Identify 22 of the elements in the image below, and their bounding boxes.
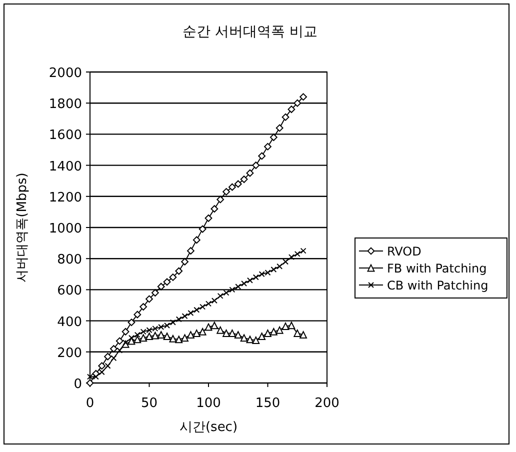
y-tick-label: 1400 xyxy=(48,159,82,174)
y-tick-label: 2000 xyxy=(48,66,82,81)
x-tick-label: 150 xyxy=(255,396,280,411)
x-tick-label: 200 xyxy=(314,396,340,411)
y-tick-label: 600 xyxy=(57,284,82,299)
chart-title: 순간 서버대역폭 비교 xyxy=(182,24,318,40)
legend-label: CB with Patching xyxy=(387,278,488,292)
y-tick-label: 400 xyxy=(57,314,82,330)
legend-label: FB with Patching xyxy=(387,262,487,276)
y-tick-label: 800 xyxy=(57,252,82,268)
y-tick-label: 1200 xyxy=(48,190,82,206)
y-axis-title: 서버대역폭(Mbps) xyxy=(15,172,30,282)
y-tick-label: 1800 xyxy=(48,97,82,112)
legend-label: RVOD xyxy=(387,244,422,258)
x-axis-title: 시간(sec) xyxy=(179,420,238,435)
y-tick-label: 0 xyxy=(74,377,82,392)
x-tick-label: 0 xyxy=(86,396,94,411)
y-tick-label: 1000 xyxy=(48,222,82,236)
x-tick-label: 50 xyxy=(140,396,158,411)
y-tick-label: 200 xyxy=(57,346,82,361)
x-tick-label: 100 xyxy=(196,396,221,411)
y-tick-label: 1600 xyxy=(48,128,82,144)
